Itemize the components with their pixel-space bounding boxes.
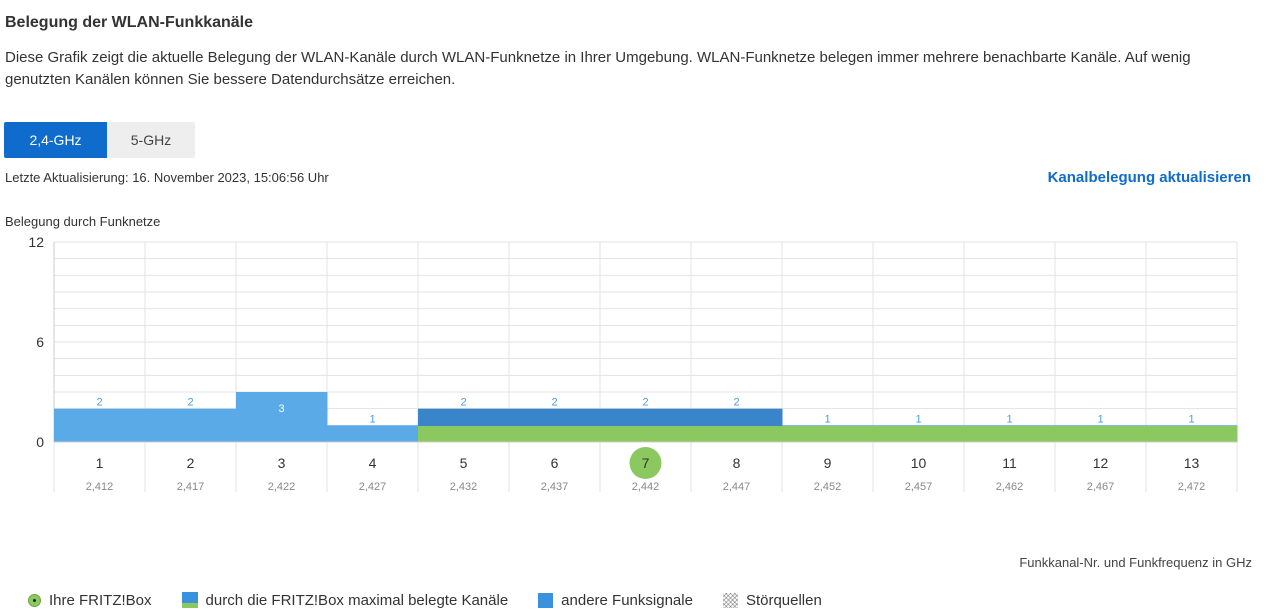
channel-bar	[782, 425, 874, 426]
channel-bar	[145, 408, 237, 442]
bar-value-label: 1	[1097, 413, 1103, 425]
y-tick-label: 0	[36, 434, 44, 450]
bar-value-label: 2	[733, 397, 739, 409]
bar-value-label: 1	[369, 413, 375, 425]
other-signals-swatch	[538, 592, 554, 608]
x-tick-frequency: 2,412	[86, 481, 114, 493]
channel-bar	[1055, 425, 1147, 426]
x-tick-frequency: 2,422	[268, 481, 296, 493]
chart-legend: Ihre FRITZ!Box durch die FRITZ!Box maxim…	[28, 590, 852, 610]
fritzbox-band-bar	[1055, 426, 1147, 442]
fritzbox-dot-icon	[28, 593, 41, 607]
fritzbox-band-bar	[418, 426, 510, 442]
x-tick-channel: 13	[1184, 455, 1200, 471]
tab-2-4-ghz[interactable]: 2,4-GHz	[4, 122, 107, 158]
bar-value-label: 1	[824, 413, 830, 425]
fritzbox-band-bar	[964, 426, 1056, 442]
x-tick-channel: 1	[96, 455, 104, 471]
bar-value-label: 2	[187, 397, 193, 409]
x-tick-channel: 6	[551, 455, 559, 471]
channel-bar	[873, 425, 965, 426]
channel-bar	[418, 408, 510, 426]
fritzbox-band-bar	[873, 426, 965, 442]
y-tick-label: 6	[36, 334, 44, 350]
bar-value-label: 2	[551, 397, 557, 409]
page-description: Diese Grafik zeigt die aktuelle Belegung…	[5, 49, 1191, 88]
band-tabs: 2,4-GHz 5-GHz	[4, 122, 195, 158]
last-update-text: Letzte Aktualisierung: 16. November 2023…	[5, 170, 329, 185]
x-tick-channel: 11	[1002, 455, 1017, 471]
channel-bar	[1146, 425, 1238, 426]
x-tick-frequency: 2,452	[814, 481, 842, 493]
x-tick-channel: 8	[733, 455, 741, 471]
tab-5-ghz[interactable]: 5-GHz	[107, 122, 195, 158]
channel-bar	[691, 408, 783, 426]
fritzbox-channel-marker	[629, 447, 662, 479]
refresh-channels-link[interactable]: Kanalbelegung aktualisieren	[1047, 169, 1251, 186]
x-tick-channel: 10	[911, 455, 927, 471]
legend-item-fritzbox: Ihre FRITZ!Box	[28, 592, 152, 609]
bar-value-label: 2	[460, 397, 466, 409]
interference-swatch	[722, 592, 738, 608]
channel-bar	[600, 408, 692, 426]
legend-label: durch die FRITZ!Box maximal belegte Kanä…	[205, 591, 509, 609]
fritzbox-band-bar	[691, 426, 783, 442]
bar-value-label: 1	[915, 413, 921, 425]
x-tick-channel: 7	[642, 455, 650, 471]
channel-bar	[327, 425, 419, 442]
legend-label: Störquellen	[745, 591, 822, 609]
x-tick-frequency: 2,442	[632, 481, 660, 493]
legend-label: Ihre FRITZ!Box	[49, 591, 152, 609]
channel-bar	[54, 408, 146, 442]
fritzbox-band-bar	[600, 426, 692, 442]
y-axis-title: Belegung durch Funknetze	[5, 214, 161, 229]
x-tick-frequency: 2,437	[541, 481, 569, 493]
bar-value-label: 3	[278, 403, 284, 415]
fritzbox-band-bar	[1146, 426, 1238, 442]
x-tick-channel: 4	[369, 455, 377, 471]
x-tick-channel: 3	[278, 455, 286, 471]
x-axis-title: Funkkanal-Nr. und Funkfrequenz in GHz	[1019, 555, 1252, 570]
x-tick-frequency: 2,432	[450, 481, 478, 493]
channel-bar	[236, 392, 328, 442]
fritzbox-band-bar	[782, 426, 874, 442]
page-title: Belegung der WLAN-Funkkanäle	[5, 14, 254, 31]
x-tick-channel: 2	[187, 455, 195, 471]
x-tick-frequency: 2,427	[359, 481, 387, 493]
channel-bar	[964, 425, 1056, 426]
x-tick-channel: 9	[824, 455, 832, 471]
x-tick-channel: 12	[1093, 455, 1109, 471]
x-tick-frequency: 2,462	[996, 481, 1024, 493]
bar-value-label: 1	[1188, 413, 1194, 425]
x-tick-frequency: 2,457	[905, 481, 933, 493]
legend-item-other-signals: andere Funksignale	[538, 592, 693, 609]
bar-value-label: 2	[642, 397, 648, 409]
bar-value-label: 1	[1006, 413, 1012, 425]
max-channels-swatch	[181, 592, 198, 608]
legend-label: andere Funksignale	[561, 591, 693, 609]
channel-bar	[509, 408, 601, 426]
fritzbox-band-bar	[509, 426, 601, 442]
legend-item-max-channels: durch die FRITZ!Box maximal belegte Kanä…	[181, 591, 509, 609]
bar-value-label: 2	[96, 397, 102, 409]
x-tick-frequency: 2,417	[177, 481, 205, 493]
x-tick-channel: 5	[460, 455, 468, 471]
x-tick-frequency: 2,467	[1087, 481, 1115, 493]
y-tick-label: 12	[28, 234, 44, 250]
x-tick-frequency: 2,447	[723, 481, 751, 493]
legend-item-interference: Störquellen	[722, 591, 822, 609]
x-tick-frequency: 2,472	[1178, 481, 1206, 493]
